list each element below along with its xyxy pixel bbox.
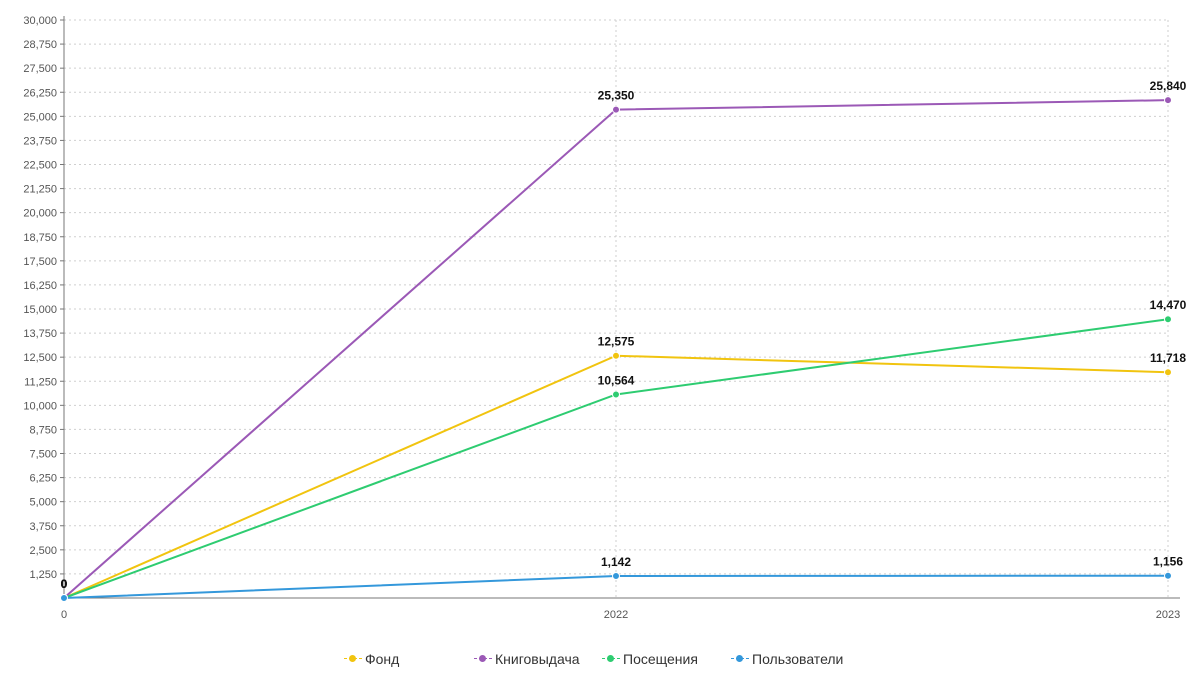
legend-item-polzovateli[interactable]: Пользователи bbox=[731, 651, 843, 667]
data-label-layer: 012,57511,718025,35025,840010,56414,4700… bbox=[61, 79, 1187, 591]
data-label: 0 bbox=[61, 577, 68, 591]
y-tick-label: 27,500 bbox=[23, 63, 57, 75]
data-point bbox=[612, 105, 620, 114]
y-tick-label: 13,750 bbox=[23, 328, 57, 340]
axis-layer: 1,250 2,500 3,750 5,000 6,250 7,500 8,750 10,00… bbox=[23, 15, 1180, 621]
y-tick-label: 1,250 bbox=[29, 569, 57, 581]
y-tick-label: 16,250 bbox=[23, 280, 57, 292]
y-tick-label: 18,750 bbox=[23, 232, 57, 244]
legend-marker-icon bbox=[474, 653, 492, 665]
y-tick-label: 22,500 bbox=[23, 160, 57, 172]
y-tick-label: 30,000 bbox=[23, 15, 57, 27]
data-point bbox=[1164, 368, 1172, 377]
legend-marker-icon bbox=[344, 653, 362, 665]
y-tick-label: 15,000 bbox=[23, 304, 57, 316]
data-point bbox=[1164, 315, 1172, 324]
data-point bbox=[612, 351, 620, 360]
data-point bbox=[60, 594, 68, 602]
data-label: 11,718 bbox=[1150, 351, 1186, 365]
legend-label: Книговыдача bbox=[495, 651, 580, 667]
legend-label: Посещения bbox=[623, 651, 698, 667]
legend-marker-icon bbox=[602, 653, 620, 665]
data-label: 1,142 bbox=[601, 555, 631, 569]
y-tick-label: 28,750 bbox=[23, 39, 57, 51]
data-label: 0 bbox=[61, 577, 68, 591]
y-tick-label: 7,500 bbox=[29, 449, 57, 461]
y-tick-label: 10,000 bbox=[23, 400, 57, 412]
y-tick-label: 12,500 bbox=[23, 352, 57, 364]
legend-item-poseshcheniya[interactable]: Посещения bbox=[602, 651, 698, 667]
grid-layer bbox=[64, 19, 1169, 598]
y-tick-label: 20,000 bbox=[23, 208, 57, 220]
data-label: 0 bbox=[61, 577, 68, 591]
y-tick-label: 11,250 bbox=[24, 376, 57, 388]
data-label: 12,575 bbox=[598, 335, 635, 349]
legend: Фонд Книговыдача Посещения Пользователи bbox=[0, 651, 1200, 673]
y-tick-label: 3,750 bbox=[29, 521, 57, 533]
y-tick-label: 8,750 bbox=[29, 424, 57, 436]
y-tick-label: 25,000 bbox=[23, 111, 57, 123]
x-tick-label: 0 bbox=[61, 609, 67, 621]
y-tick-label: 26,250 bbox=[23, 87, 57, 99]
legend-label: Пользователи bbox=[752, 651, 844, 667]
x-tick-label: 2022 bbox=[604, 609, 628, 621]
series-layer bbox=[60, 96, 1172, 602]
data-label: 0 bbox=[61, 577, 68, 591]
data-point bbox=[1164, 96, 1172, 105]
y-tick-label: 2,500 bbox=[29, 545, 57, 557]
data-label: 25,350 bbox=[598, 89, 635, 103]
data-label: 1,156 bbox=[1153, 555, 1183, 569]
y-tick-label: 17,500 bbox=[23, 256, 57, 268]
data-point bbox=[612, 571, 620, 580]
data-point bbox=[1164, 571, 1172, 580]
line-chart: 1,250 2,500 3,750 5,000 6,250 7,500 8,750 10,00… bbox=[23, 15, 1187, 621]
legend-marker-icon bbox=[731, 653, 749, 665]
data-label: 14,470 bbox=[1150, 298, 1187, 312]
y-tick-label: 5,000 bbox=[29, 497, 57, 509]
data-point bbox=[612, 390, 620, 399]
series-line-1 bbox=[63, 99, 1169, 599]
legend-item-fond[interactable]: Фонд bbox=[344, 651, 399, 667]
y-tick-label: 21,250 bbox=[23, 184, 57, 196]
data-label: 25,840 bbox=[1150, 79, 1187, 93]
data-label: 10,564 bbox=[598, 373, 635, 387]
x-tick-label: 2023 bbox=[1156, 609, 1180, 621]
y-tick-label: 23,750 bbox=[23, 135, 57, 147]
legend-label: Фонд bbox=[365, 651, 400, 667]
legend-item-knigovydacha[interactable]: Книговыдача bbox=[474, 651, 580, 667]
y-tick-label: 6,250 bbox=[29, 473, 57, 485]
